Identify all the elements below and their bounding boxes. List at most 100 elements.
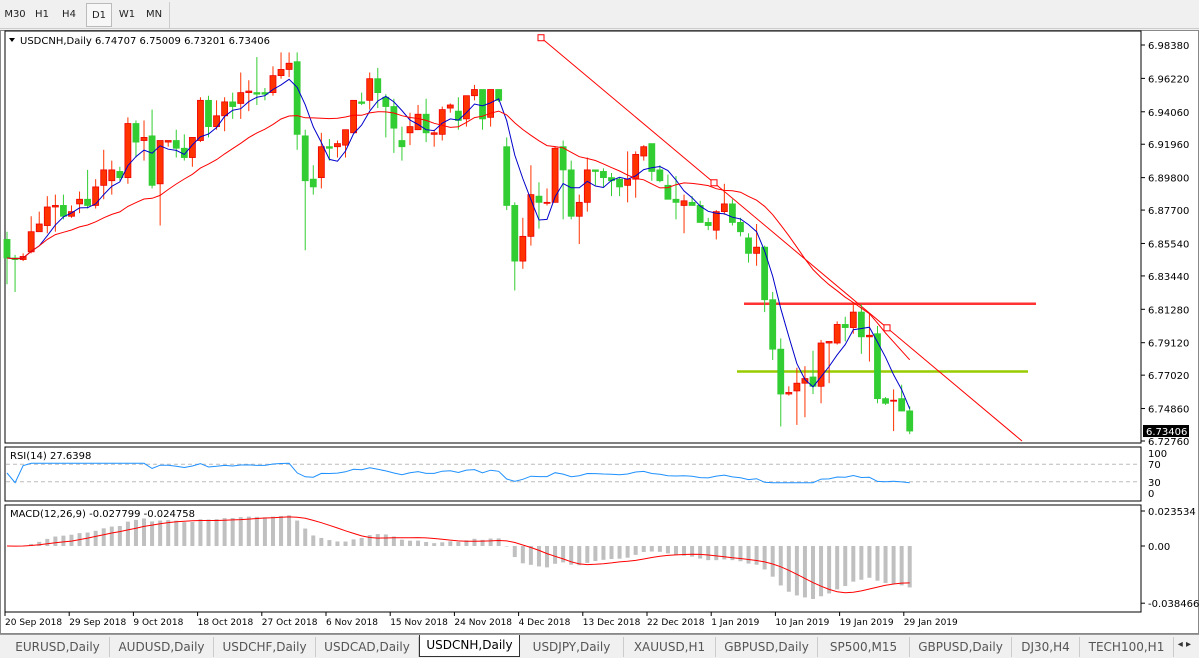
candle-down [293,61,301,135]
macd-bar [536,546,541,567]
candle-up [156,140,164,185]
macd-bar [150,521,155,546]
macd-bar [440,542,445,546]
current-price-box [1143,425,1189,438]
macd-bar [254,516,259,546]
candle-up [833,324,841,344]
candle-up [100,169,108,186]
candle-up [277,69,285,77]
candle-down [600,171,607,179]
candle-down [503,146,511,206]
macd-bar [214,519,219,546]
time-axis-label: 9 Oct 2018 [133,618,183,628]
candle-down [325,146,333,149]
chart-tab[interactable]: GBPUSD,Daily [716,637,818,657]
chart-tab[interactable]: USDCHF,Daily [214,637,316,657]
time-axis-label: 27 Oct 2018 [262,618,318,628]
chart-tab[interactable]: USDJPY,Daily [520,637,624,657]
macd-bar [295,520,300,546]
chart-tab[interactable]: TECH100,H1 [1080,637,1174,657]
chart-tab[interactable]: DJ30,H4 [1012,637,1080,657]
time-axis-label: 1 Jan 2019 [711,618,759,628]
macd-bar [859,546,864,580]
timeframe-mn[interactable]: MN [145,9,163,20]
chart-tab[interactable]: SP500,M15 [818,637,910,657]
candle-down [358,101,366,104]
tab-scroll-arrows-icon[interactable]: ◂ ▸ [1177,639,1191,650]
ma-slow-line [6,110,911,361]
collapse-arrow-icon [9,38,15,42]
macd-bar [287,515,292,546]
chart-tab[interactable]: GBPUSD,Daily [910,637,1012,657]
chart-header: USDCNH,Daily 6.74707 6.75009 6.73201 6.7… [20,36,270,47]
candle-down [84,198,91,206]
macd-bar [754,546,759,565]
macd-bar [206,519,211,546]
macd-bar [690,546,695,557]
macd-bar [166,520,171,546]
macd-bar [722,546,727,560]
candle-down [309,178,317,188]
macd-bar [577,546,582,566]
candle-up [213,115,220,128]
time-axis-label: 24 Nov 2018 [454,618,512,628]
candle-up [446,104,454,109]
chart-tab[interactable]: AUDUSD,Daily [110,637,214,657]
macd-bar [553,546,558,564]
macd-bar [496,538,501,546]
macd-bar [673,546,678,555]
trendline [540,37,1023,442]
price-axis-label: 6.87700 [1148,206,1189,217]
candle-up [575,201,583,217]
main-panel [4,30,1142,444]
timeframe-d1[interactable]: D1 [86,3,112,27]
macd-bar [835,546,840,590]
trendline-anchor [883,324,891,332]
chart-tab[interactable]: USDCNH,Daily [419,635,520,657]
timeframe-h4[interactable]: H4 [62,9,76,20]
candle-up [519,235,527,262]
candle-up [640,146,648,157]
price-chart[interactable]: 6.98380 6.96220 6.94060 6.91960 6.89800 6.877… [0,0,1199,634]
candle-up [140,137,148,141]
timeframe-m30[interactable]: M30 [4,9,26,20]
macd-bar [464,540,469,546]
timeframe-w1[interactable]: W1 [118,9,136,20]
macd-bar [375,534,380,546]
candle-up [342,129,349,146]
chart-tab[interactable]: XAUUSD,H1 [624,637,716,657]
price-axis-label: 6.89800 [1148,174,1189,185]
candle-down [374,78,382,94]
chart-tab[interactable]: EURUSD,Daily [6,637,110,657]
time-axis-label: 13 Dec 2018 [583,618,641,628]
candle-down [761,246,769,301]
candle-up [849,311,857,328]
macd-bar [367,535,372,546]
candle-up [753,246,760,254]
macd-bar [585,546,590,563]
macd-bar [198,519,203,546]
macd-bar [601,546,606,560]
candle-down [301,135,309,182]
timeframe-h1[interactable]: H1 [35,9,49,20]
macd-bar [706,546,711,561]
candle-down [591,169,599,172]
candle-up [463,95,470,120]
macd-bar [262,517,267,546]
chart-tab[interactable]: USDCAD,Daily [316,637,419,657]
macd-bar [45,538,50,546]
rsi-axis-label: 0 [1148,489,1154,500]
macd-bar [617,546,622,559]
macd-bar [633,546,638,555]
macd-bar [238,517,243,546]
rsi-label: RSI(14) 27.6398 [10,451,91,462]
candle-up [543,201,551,204]
rsi-axis-label: 30 [1148,478,1161,489]
macd-bar [270,516,275,546]
candle-up [269,75,277,94]
macd-bar [424,542,429,546]
macd-bar [303,528,308,546]
candle-up [188,137,196,158]
candle-down [205,99,212,128]
macd-bar [569,546,574,565]
